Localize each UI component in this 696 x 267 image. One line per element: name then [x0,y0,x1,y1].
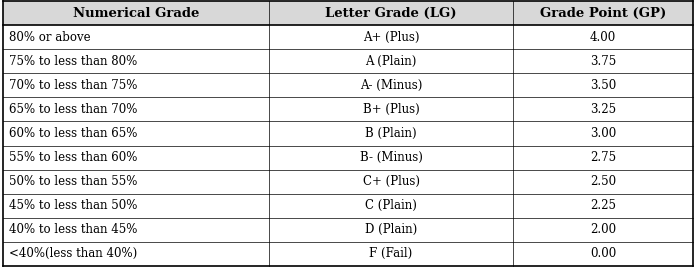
Text: 2.25: 2.25 [590,199,616,212]
Text: Letter Grade (LG): Letter Grade (LG) [325,7,457,20]
Text: 0.00: 0.00 [590,247,616,260]
Text: B+ (Plus): B+ (Plus) [363,103,420,116]
Text: 40% to less than 45%: 40% to less than 45% [9,223,137,236]
Text: 60% to less than 65%: 60% to less than 65% [9,127,137,140]
Text: Grade Point (GP): Grade Point (GP) [540,7,666,20]
Text: D (Plain): D (Plain) [365,223,417,236]
Text: 80% or above: 80% or above [9,31,90,44]
Text: 70% to less than 75%: 70% to less than 75% [9,79,137,92]
Text: C (Plain): C (Plain) [365,199,417,212]
Text: <40%(less than 40%): <40%(less than 40%) [9,247,137,260]
Text: A+ (Plus): A+ (Plus) [363,31,419,44]
Text: 45% to less than 50%: 45% to less than 50% [9,199,137,212]
Text: 4.00: 4.00 [590,31,616,44]
Text: B- (Minus): B- (Minus) [360,151,422,164]
Text: A (Plain): A (Plain) [365,55,417,68]
Text: C+ (Plus): C+ (Plus) [363,175,420,188]
Text: 3.25: 3.25 [590,103,616,116]
Text: Numerical Grade: Numerical Grade [73,7,199,20]
Text: 75% to less than 80%: 75% to less than 80% [9,55,137,68]
Text: F (Fail): F (Fail) [370,247,413,260]
Text: 2.00: 2.00 [590,223,616,236]
Text: 50% to less than 55%: 50% to less than 55% [9,175,137,188]
Text: A- (Minus): A- (Minus) [360,79,422,92]
Text: 65% to less than 70%: 65% to less than 70% [9,103,137,116]
Text: 55% to less than 60%: 55% to less than 60% [9,151,137,164]
Text: B (Plain): B (Plain) [365,127,417,140]
Text: 3.50: 3.50 [590,79,616,92]
Bar [3,1,693,25]
Text: 3.00: 3.00 [590,127,616,140]
Text: 2.75: 2.75 [590,151,616,164]
Text: 3.75: 3.75 [590,55,616,68]
Text: 2.50: 2.50 [590,175,616,188]
